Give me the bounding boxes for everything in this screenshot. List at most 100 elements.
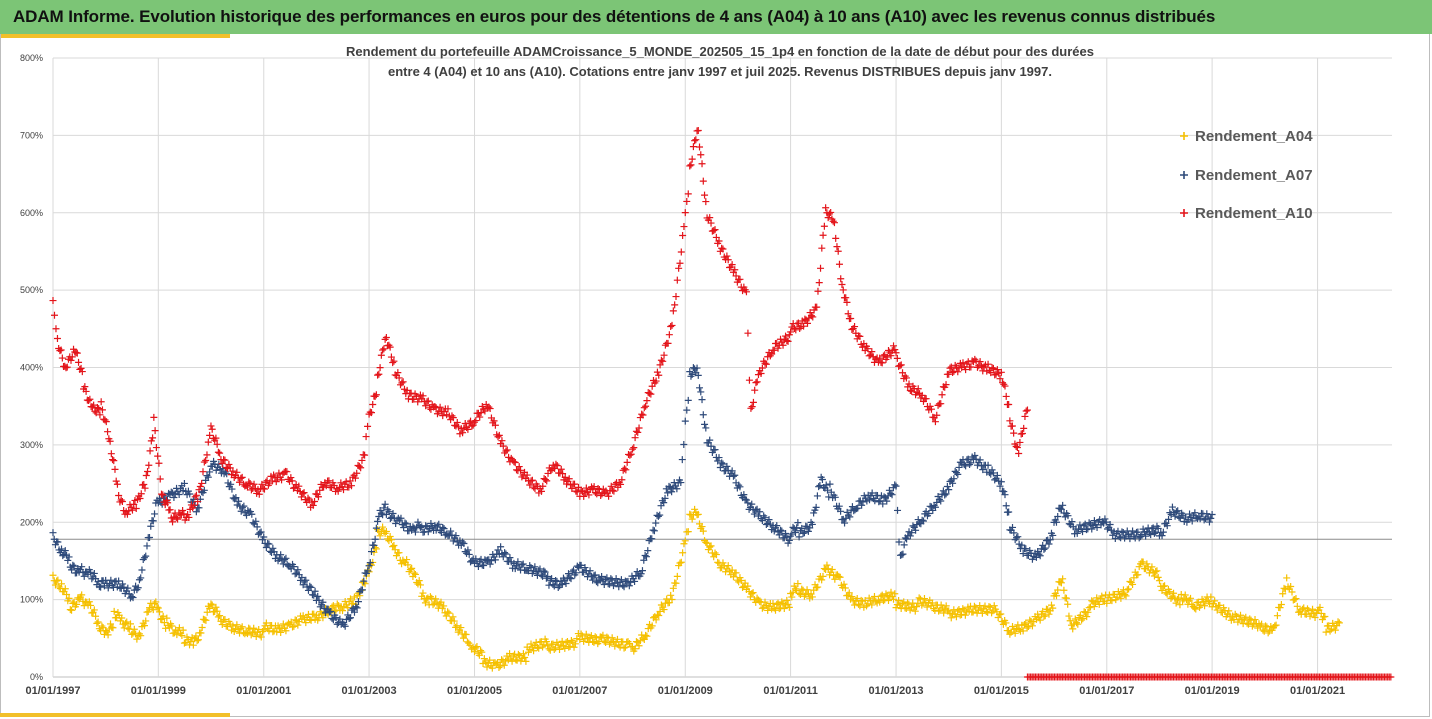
- point-a10: [635, 424, 643, 432]
- point-a10: [681, 209, 689, 217]
- point-a07: [619, 581, 627, 589]
- point-a10: [444, 405, 452, 413]
- point-a07: [314, 592, 322, 600]
- point-a04: [1045, 610, 1053, 618]
- point-a04: [739, 584, 747, 592]
- point-a10: [357, 464, 365, 472]
- point-a10: [459, 429, 467, 437]
- point-a04: [282, 627, 290, 635]
- point-a10: [847, 314, 855, 322]
- point-a07: [1018, 541, 1026, 549]
- point-a07: [544, 573, 552, 581]
- point-a04: [798, 585, 806, 593]
- point-a04: [78, 591, 86, 599]
- point-a10: [844, 310, 852, 318]
- point-a07: [641, 552, 649, 560]
- point-a04: [124, 624, 132, 632]
- point-a04: [711, 549, 719, 557]
- point-a10: [113, 480, 121, 488]
- point-a10: [993, 366, 1001, 374]
- point-a10: [724, 256, 732, 264]
- point-a10: [81, 383, 89, 391]
- point-a07: [699, 411, 707, 419]
- point-a10: [543, 477, 551, 485]
- point-a04: [471, 648, 479, 656]
- point-a04: [545, 645, 553, 653]
- point-a04: [719, 559, 727, 567]
- point-a04: [621, 643, 629, 651]
- point-a04: [1073, 619, 1081, 627]
- point-a04: [851, 601, 859, 609]
- point-a10: [659, 357, 667, 365]
- point-a04: [1121, 591, 1129, 599]
- point-a10: [109, 456, 117, 464]
- point-a07: [486, 560, 494, 568]
- point-a07: [49, 529, 57, 537]
- point-a04: [302, 619, 310, 627]
- point-a04: [737, 577, 745, 585]
- point-a04: [294, 621, 302, 629]
- legend: Rendement_A04 Rendement_A07 Rendement_A10: [1180, 128, 1313, 222]
- point-a10: [141, 484, 149, 492]
- point-a07: [879, 500, 887, 508]
- point-a04: [1153, 567, 1161, 575]
- point-a10: [372, 391, 380, 399]
- point-a07: [785, 536, 793, 544]
- point-a04: [144, 608, 152, 616]
- point-a07: [1068, 518, 1076, 526]
- point-a10: [723, 252, 731, 260]
- point-a04: [102, 627, 110, 635]
- point-a04: [611, 642, 619, 650]
- point-a07: [714, 457, 722, 465]
- point-a04: [1251, 616, 1259, 624]
- point-a04: [1271, 622, 1279, 630]
- point-a10: [559, 470, 567, 478]
- point-a07: [120, 583, 128, 591]
- point-a04: [1090, 603, 1098, 611]
- point-a07: [1013, 534, 1020, 542]
- point-a07: [232, 494, 240, 502]
- point-a10: [839, 286, 847, 294]
- point-a07: [252, 517, 260, 525]
- point-a04: [748, 590, 756, 598]
- point-a07: [206, 468, 214, 476]
- point-a07: [808, 520, 816, 528]
- point-a04: [382, 527, 390, 535]
- point-a07: [1002, 502, 1010, 510]
- point-a10: [814, 287, 822, 295]
- point-a07: [668, 488, 676, 496]
- point-a04: [831, 575, 839, 583]
- point-a04: [290, 622, 298, 630]
- point-a07: [795, 533, 803, 541]
- point-a07: [487, 557, 495, 565]
- point-a04: [153, 603, 161, 611]
- point-a04: [262, 619, 270, 627]
- point-a10: [96, 411, 104, 419]
- point-a10: [686, 162, 694, 170]
- point-a07: [1085, 519, 1093, 527]
- point-a10: [673, 276, 681, 284]
- point-a04: [107, 620, 115, 628]
- point-a10: [523, 471, 531, 479]
- point-a07: [1147, 531, 1155, 539]
- point-a07: [128, 593, 136, 601]
- point-a10: [146, 447, 154, 455]
- point-a10: [671, 301, 679, 309]
- point-a10: [817, 264, 825, 272]
- point-a04: [707, 542, 715, 550]
- point-a04: [203, 608, 211, 616]
- point-a04: [1216, 601, 1224, 609]
- point-a10: [377, 351, 385, 359]
- point-a10: [499, 442, 507, 450]
- point-a10: [172, 514, 180, 522]
- point-a04: [1246, 615, 1254, 623]
- point-a10: [407, 389, 415, 397]
- point-a10: [398, 379, 406, 387]
- point-a07: [389, 510, 397, 518]
- point-a07: [660, 499, 668, 507]
- point-a04: [677, 558, 685, 566]
- point-a10: [793, 320, 801, 328]
- point-a04: [691, 505, 699, 513]
- point-a07: [702, 424, 710, 432]
- point-a10: [715, 237, 723, 245]
